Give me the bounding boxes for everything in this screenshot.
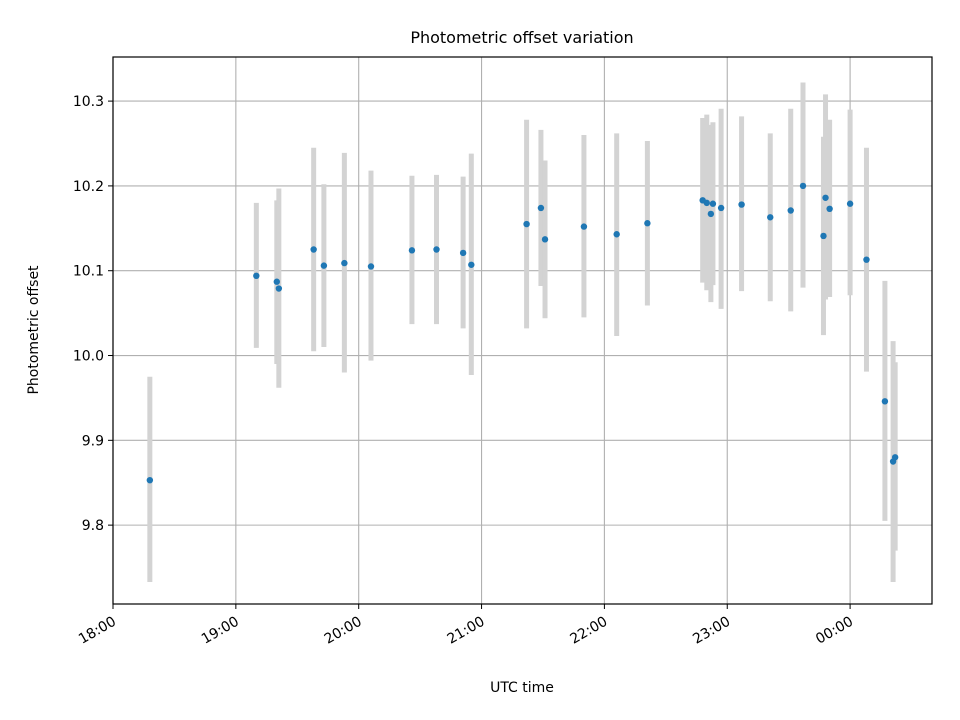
data-point [787, 207, 794, 214]
y-axis: 9.8 9.9 10.0 10.1 10.2 10.3 [73, 94, 113, 534]
y-tick-label: 10.0 [73, 349, 104, 365]
plot-frame [112, 56, 933, 605]
data-point [846, 200, 854, 207]
data-point [822, 194, 829, 201]
data-point [707, 210, 715, 218]
data-point [644, 220, 651, 227]
data-point [541, 236, 549, 243]
grid [112, 57, 932, 604]
data-point [433, 246, 440, 253]
x-axis-label: UTC time [490, 680, 554, 696]
data-point [826, 205, 833, 213]
data-point [738, 201, 745, 208]
data-point [537, 204, 545, 212]
data-point [341, 259, 348, 267]
data-point [717, 204, 725, 212]
data-point [613, 231, 620, 238]
data-point [459, 249, 467, 257]
chart-title: Photometric offset variation [410, 28, 633, 47]
data-point [320, 262, 328, 269]
y-tick-label: 10.1 [73, 264, 104, 280]
data-point [863, 256, 870, 263]
data-point [408, 247, 416, 254]
y-tick-label: 10.2 [73, 179, 104, 195]
data-point [580, 223, 588, 230]
data-point [881, 398, 889, 405]
data-point [767, 214, 774, 221]
y-axis-label: Photometric offset [26, 265, 42, 395]
data-point [367, 263, 375, 270]
data-point [820, 232, 827, 240]
data-point [253, 272, 260, 279]
y-tick-label: 10.3 [73, 94, 104, 110]
data-point [523, 220, 530, 228]
data-points [146, 182, 899, 484]
data-point [310, 246, 317, 253]
data-point [275, 285, 283, 292]
data-point [146, 476, 154, 484]
y-tick-label: 9.9 [82, 433, 104, 449]
data-point [468, 261, 475, 268]
data-point [799, 182, 807, 190]
data-point [273, 278, 280, 285]
y-tick-label: 9.8 [82, 518, 104, 534]
data-point [891, 454, 899, 461]
data-point [709, 200, 717, 207]
data-point [703, 199, 710, 207]
